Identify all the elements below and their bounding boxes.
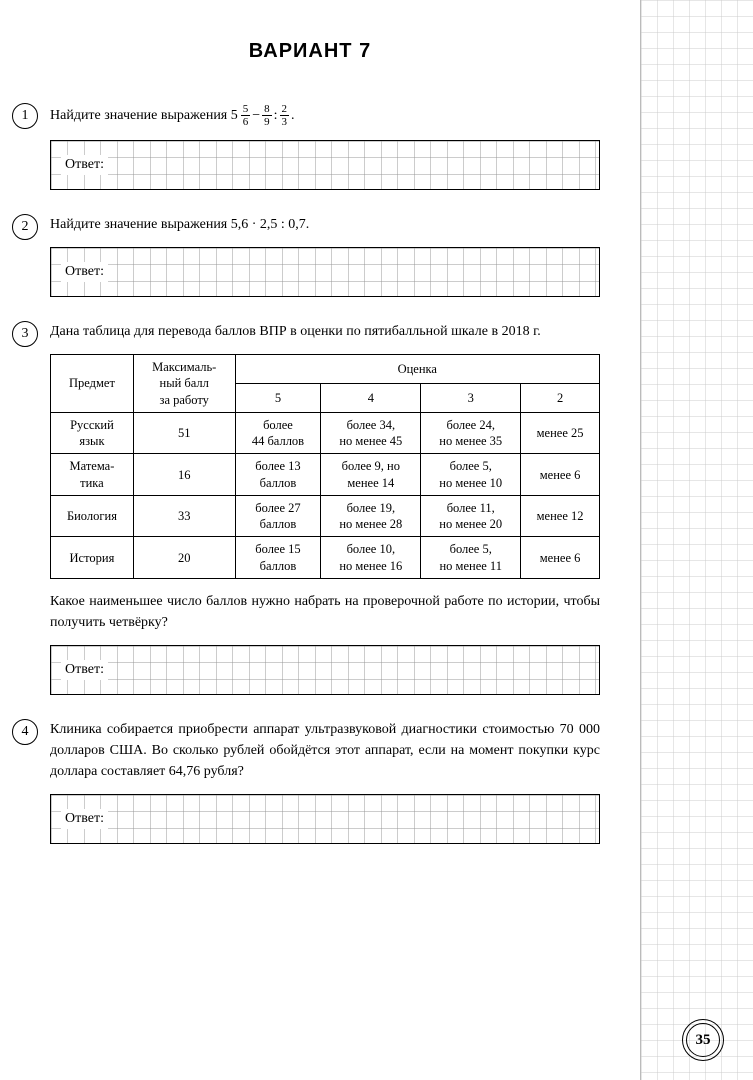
answer-label: Ответ:: [61, 262, 108, 282]
table-cell: более 15 баллов: [235, 537, 321, 579]
table-header-row: Предмет Максималь- ный балл за работу Оц…: [51, 355, 600, 384]
margin-grid: [640, 0, 753, 1080]
denominator: 6: [241, 116, 251, 128]
answer-box-3[interactable]: Ответ:: [50, 645, 600, 695]
table-row: Русский язык51более 44 балловболее 34, н…: [51, 412, 600, 454]
page-number: 35: [696, 1032, 711, 1049]
table-cell: более 27 баллов: [235, 495, 321, 537]
table-cell: Матема- тика: [51, 454, 134, 496]
table-cell: Биология: [51, 495, 134, 537]
table-row: Биология33более 27 балловболее 19, но ме…: [51, 495, 600, 537]
fraction-1: 56: [241, 103, 251, 128]
numerator: 5: [241, 103, 251, 116]
table-row: История20более 15 балловболее 10, но мен…: [51, 537, 600, 579]
expression: 5 56 − 89 : 23 .: [231, 103, 295, 128]
table-cell: более 24, но менее 35: [421, 412, 521, 454]
table-cell: менее 25: [521, 412, 600, 454]
op-minus: −: [252, 105, 260, 126]
answer-box-1[interactable]: Ответ:: [50, 140, 600, 190]
table-cell: более 44 баллов: [235, 412, 321, 454]
table-cell: более 19, но менее 28: [321, 495, 421, 537]
table-row: Матема- тика16более 13 балловболее 9, но…: [51, 454, 600, 496]
problem-1: 1 Найдите значение выражения 5 56 − 89 :…: [20, 103, 600, 190]
denominator: 3: [280, 116, 290, 128]
problem-3-intro: Дана таблица для перевода баллов ВПР в о…: [50, 321, 600, 342]
table-cell: Русский язык: [51, 412, 134, 454]
answer-label: Ответ:: [61, 155, 108, 175]
table-cell: более 11, но менее 20: [421, 495, 521, 537]
numerator: 2: [280, 103, 290, 116]
grade-3: 3: [421, 384, 521, 413]
table-cell: более 34, но менее 45: [321, 412, 421, 454]
problem-3-question: Какое наименьшее число баллов нужно набр…: [50, 591, 600, 633]
answer-label: Ответ:: [61, 660, 108, 680]
fraction-3: 23: [280, 103, 290, 128]
page-number-badge: 35: [683, 1020, 723, 1060]
problem-4: 4 Клиника собирается приобрести аппарат …: [20, 719, 600, 844]
table-cell: более 5, но менее 11: [421, 537, 521, 579]
answer-box-4[interactable]: Ответ:: [50, 794, 600, 844]
grade-4: 4: [321, 384, 421, 413]
whole-1: 5: [231, 105, 238, 126]
grade-5: 5: [235, 384, 321, 413]
col-subject: Предмет: [51, 355, 134, 413]
fraction-2: 89: [262, 103, 272, 128]
problem-2-prompt: Найдите значение выражения 5,6 · 2,5 : 0…: [50, 214, 600, 235]
period: .: [291, 105, 295, 126]
problem-number-badge: 3: [12, 321, 38, 347]
table-cell: более 9, но менее 14: [321, 454, 421, 496]
problem-3: 3 Дана таблица для перевода баллов ВПР в…: [20, 321, 600, 695]
grade-table: Предмет Максималь- ный балл за работу Оц…: [50, 354, 600, 579]
table-cell: менее 12: [521, 495, 600, 537]
table-cell: 51: [133, 412, 235, 454]
problem-number-badge: 2: [12, 214, 38, 240]
problem-number-badge: 1: [12, 103, 38, 129]
numerator: 8: [262, 103, 272, 116]
problem-4-prompt: Клиника собирается приобрести аппарат ул…: [50, 719, 600, 782]
table-cell: более 10, но менее 16: [321, 537, 421, 579]
table-cell: более 13 баллов: [235, 454, 321, 496]
answer-label: Ответ:: [61, 809, 108, 829]
op-colon: :: [274, 105, 278, 126]
problem-1-prompt: Найдите значение выражения 5 56 − 89 : 2…: [50, 103, 600, 128]
table-cell: История: [51, 537, 134, 579]
table-cell: более 5, но менее 10: [421, 454, 521, 496]
table-cell: менее 6: [521, 454, 600, 496]
problem-number-badge: 4: [12, 719, 38, 745]
denominator: 9: [262, 116, 272, 128]
table-cell: менее 6: [521, 537, 600, 579]
col-max: Максималь- ный балл за работу: [133, 355, 235, 413]
table-cell: 20: [133, 537, 235, 579]
grade-2: 2: [521, 384, 600, 413]
col-grade: Оценка: [235, 355, 599, 384]
answer-box-2[interactable]: Ответ:: [50, 247, 600, 297]
table-cell: 33: [133, 495, 235, 537]
page-content: ВАРИАНТ 7 1 Найдите значение выражения 5…: [0, 0, 640, 888]
table-cell: 16: [133, 454, 235, 496]
problem-2: 2 Найдите значение выражения 5,6 · 2,5 :…: [20, 214, 600, 297]
prompt-text: Найдите значение выражения: [50, 108, 231, 123]
page-title: ВАРИАНТ 7: [20, 40, 600, 63]
